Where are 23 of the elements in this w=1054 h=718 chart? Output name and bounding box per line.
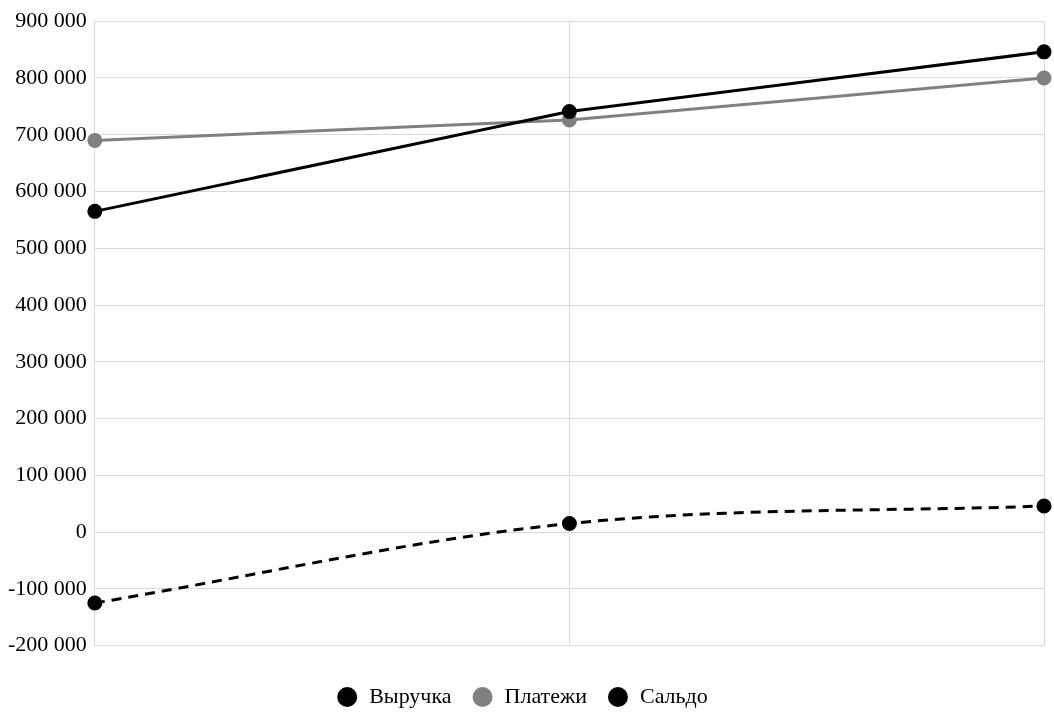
y-tick-label: 800 000 — [15, 63, 87, 89]
y-tick-label: 700 000 — [15, 120, 87, 146]
point — [1036, 44, 1052, 60]
point — [561, 516, 577, 532]
legend-label: Платежи — [504, 682, 588, 708]
y-tick-label: 200 000 — [15, 404, 87, 430]
y-tick-label: 0 — [75, 517, 87, 543]
y-tick-label: 100 000 — [15, 461, 87, 487]
point — [1036, 498, 1052, 514]
y-tick-label: 900 000 — [15, 6, 87, 32]
y-tick-label: 600 000 — [15, 177, 87, 203]
point — [87, 595, 103, 611]
y-tick-label: -100 000 — [8, 574, 87, 600]
point — [1036, 70, 1052, 86]
y-tick-label: 400 000 — [15, 290, 87, 316]
point — [561, 103, 577, 119]
point — [87, 132, 103, 148]
y-tick-label: 500 000 — [15, 234, 87, 260]
legend-label: Сальдо — [639, 682, 708, 708]
y-tick-label: -200 000 — [8, 631, 87, 657]
legend-label: Выручка — [369, 682, 452, 708]
y-tick-label: 300 000 — [15, 347, 87, 373]
point — [87, 203, 103, 219]
